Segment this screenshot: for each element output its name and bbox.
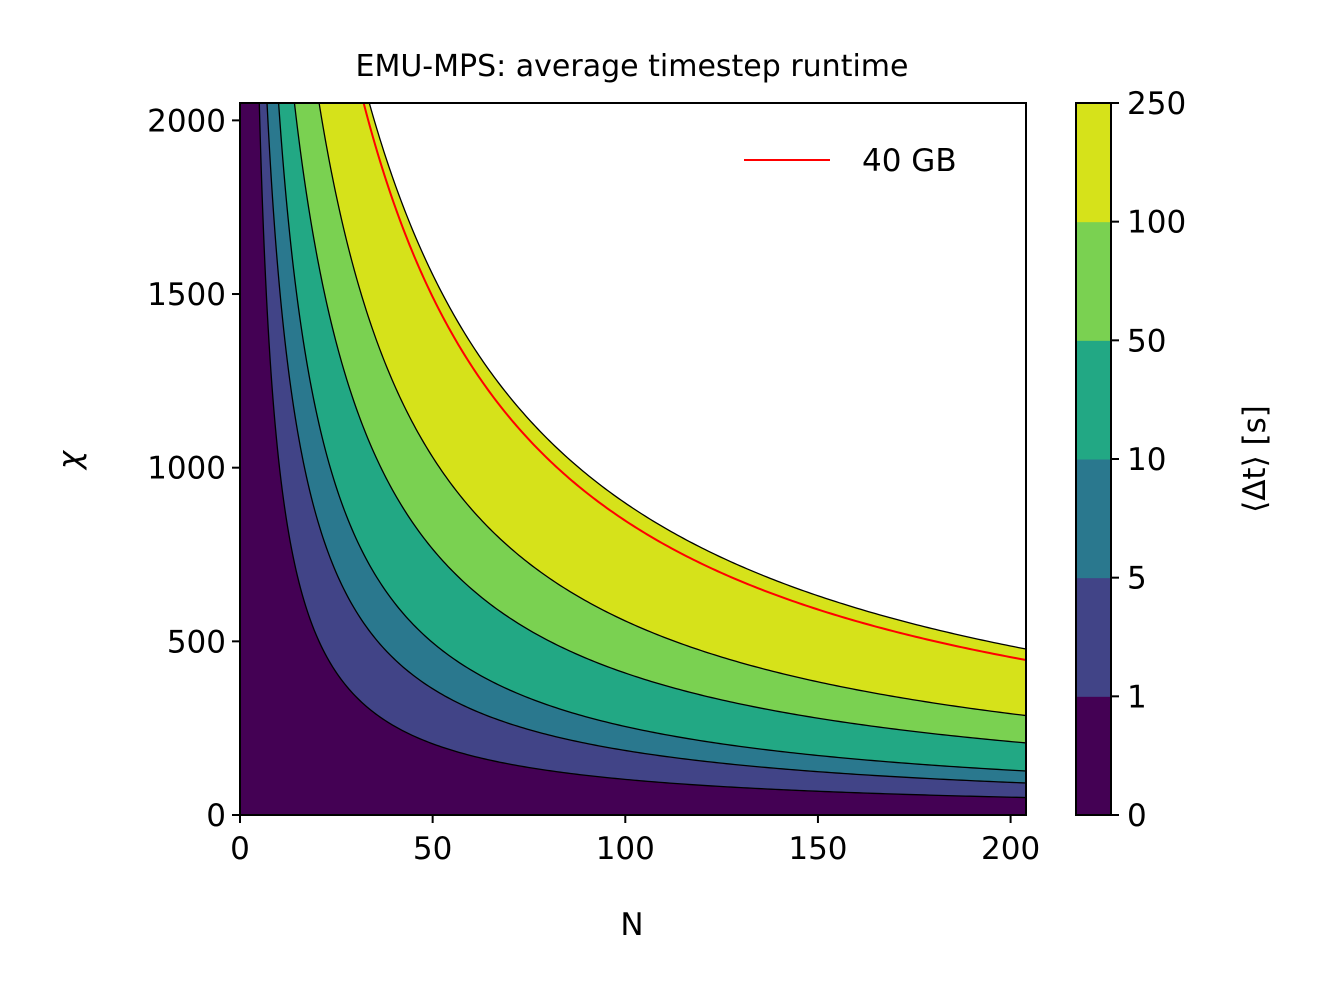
x-tick-label: 150 — [788, 831, 847, 867]
colorbar-band-0 — [1076, 696, 1111, 816]
y-tick-label: 1000 — [147, 451, 226, 487]
contour-regions — [240, 103, 1027, 815]
colorbar-band-5 — [1076, 103, 1111, 223]
x-tick-label: 0 — [230, 831, 250, 867]
x-tick-label: 100 — [596, 831, 655, 867]
colorbar-band-2 — [1076, 459, 1111, 579]
y-tick-label: 0 — [206, 798, 226, 834]
contour-band-4 — [294, 103, 1026, 743]
colorbar-band-3 — [1076, 340, 1111, 460]
x-tick-label: 50 — [413, 831, 452, 867]
contour-band-3 — [278, 103, 1027, 772]
colorbar-tick-label: 5 — [1127, 561, 1147, 597]
colorbar-tick-label: 100 — [1127, 205, 1186, 241]
y-tick-label: 500 — [167, 624, 226, 660]
contour-band-0 — [240, 103, 1026, 815]
contour-line-10 — [277, 102, 1027, 772]
y-tick-label: 2000 — [147, 103, 226, 139]
chart-title: EMU-MPS: average timestep runtime — [356, 49, 909, 84]
series-lines — [362, 102, 1027, 661]
colorbar-tick-label: 10 — [1127, 442, 1166, 478]
colorbar-tick-label: 0 — [1127, 798, 1147, 834]
contour-line-5 — [266, 102, 1027, 784]
x-axis-ticks: 0 50 100 150 200 — [230, 815, 1040, 867]
colorbar: 0 1 5 10 50 100 250 — [1075, 86, 1186, 834]
x-axis-label: N — [620, 907, 643, 943]
x-tick-label: 200 — [981, 831, 1040, 867]
colorbar-label: ⟨Δt⟩ [s] — [1237, 405, 1273, 513]
legend-label-40gb: 40 GB — [862, 143, 957, 179]
colorbar-tick-label: 50 — [1127, 323, 1166, 359]
colorbar-tick-label: 1 — [1127, 679, 1147, 715]
colorbar-band-1 — [1076, 577, 1111, 697]
contour-line-1 — [258, 102, 1027, 799]
y-axis-ticks: 0 500 1000 1500 2000 — [147, 103, 240, 834]
y-tick-label: 1500 — [147, 277, 226, 313]
contour-band-5 — [319, 103, 1027, 716]
series-line-0 — [362, 102, 1027, 661]
legend: 40 GB — [744, 143, 957, 179]
y-axis-label: χ — [52, 449, 88, 471]
contour-line-50 — [293, 102, 1027, 744]
contour-line-250 — [368, 102, 1027, 650]
colorbar-band-4 — [1076, 221, 1111, 341]
plot-frame — [239, 102, 1027, 816]
contour-boundaries — [258, 102, 1027, 799]
colorbar-tick-label: 250 — [1127, 86, 1186, 122]
contour-line-100 — [318, 102, 1027, 717]
